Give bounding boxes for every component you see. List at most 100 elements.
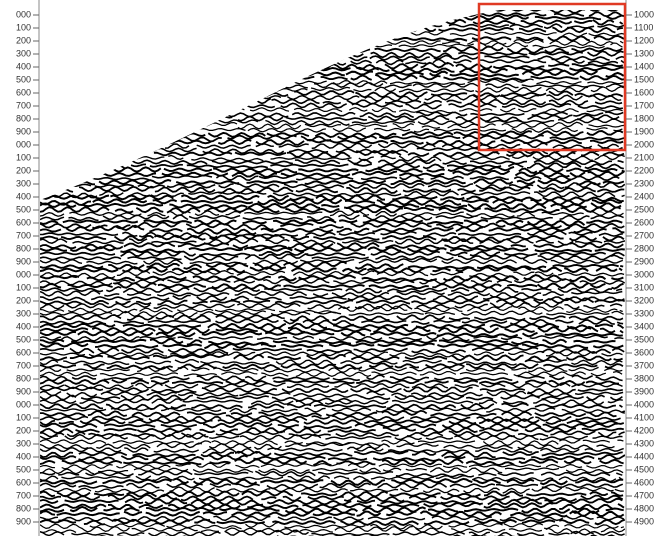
trace-row: [40, 183, 625, 189]
trace-row: [40, 31, 625, 36]
left-tick-label: 300: [16, 48, 31, 58]
right-tick-label: 1600: [634, 87, 654, 97]
trace-row: [40, 516, 624, 521]
right-tick-label: 2700: [634, 230, 654, 240]
trace-row: [40, 511, 624, 516]
left-tick-label: 000: [16, 139, 31, 149]
trace-row: [40, 207, 625, 213]
left-tick-label: 600: [16, 217, 31, 227]
right-tick-label: 4600: [634, 477, 654, 487]
trace-row: [40, 16, 624, 22]
left-tick-label: 600: [16, 87, 31, 97]
left-tick-label: 100: [16, 282, 31, 292]
right-tick-label: 4900: [634, 516, 654, 526]
right-tick-label: 3300: [634, 308, 654, 318]
left-tick-label: 900: [16, 126, 31, 136]
left-tick-label: 700: [16, 230, 31, 240]
left-tick-label: 200: [16, 165, 31, 175]
trace-row: [40, 259, 623, 265]
left-tick-label: 500: [16, 204, 31, 214]
left-tick-label: 800: [16, 373, 31, 383]
trace-row: [40, 331, 623, 337]
left-tick-label: 000: [16, 399, 31, 409]
right-tick-label: 3500: [634, 334, 654, 344]
trace-row: [40, 428, 624, 433]
left-tick-label: 300: [16, 308, 31, 318]
trace-row: [40, 235, 624, 242]
right-tick-label: 4100: [634, 412, 654, 422]
left-tick-label: 400: [16, 451, 31, 461]
left-tick-label: 200: [16, 35, 31, 45]
trace-row: [40, 279, 625, 285]
left-tick-label: 500: [16, 464, 31, 474]
trace-row: [40, 151, 624, 157]
trace-row: [40, 327, 623, 333]
seismic-section: 000 100 200 300 400 500 600 700 800 900 000 100 200 3…: [0, 0, 666, 536]
right-tick-label: 4300: [634, 438, 654, 448]
trace-row: [40, 252, 624, 257]
left-tick-label: 000: [16, 9, 31, 19]
trace-row: [40, 67, 624, 72]
left-tick-label: 100: [16, 412, 31, 422]
right-tick-label: 4700: [634, 490, 654, 500]
left-tick-label: 600: [16, 347, 31, 357]
trace-row: [40, 19, 623, 24]
trace-row: [40, 59, 624, 65]
right-tick-label: 4000: [634, 399, 654, 409]
left-tick-label: 900: [16, 516, 31, 526]
trace-row: [40, 103, 623, 108]
right-tick-label: 4500: [634, 464, 654, 474]
trace-row: [40, 303, 622, 310]
trace-row: [40, 431, 625, 437]
right-tick-label: 3800: [634, 373, 654, 383]
right-tick-label: 2800: [634, 243, 654, 253]
trace-row: [40, 459, 624, 465]
trace-row: [40, 483, 623, 488]
trace-row: [40, 311, 624, 317]
right-tick-label: 1400: [634, 61, 654, 71]
trace-row: [40, 167, 625, 173]
left-tick-label: 100: [16, 152, 31, 162]
right-tick-label: 1800: [634, 113, 654, 123]
trace-row: [40, 46, 623, 53]
right-tick-label: 1500: [634, 74, 654, 84]
trace-row: [40, 203, 625, 209]
left-tick-label: 800: [16, 243, 31, 253]
trace-row: [40, 527, 625, 534]
right-tick-label: 2100: [634, 152, 654, 162]
left-tick-label: 200: [16, 295, 31, 305]
trace-row: [40, 139, 623, 145]
left-tick-label: 200: [16, 425, 31, 435]
trace-row: [40, 39, 623, 45]
right-tick-label: 1000: [634, 9, 654, 19]
seismic-traces: [40, 4, 625, 536]
left-tick-label: 400: [16, 191, 31, 201]
trace-row: [40, 70, 624, 77]
right-tick-label: 3000: [634, 269, 654, 279]
trace-row: [40, 487, 624, 493]
trace-row: [40, 283, 624, 289]
trace-row: [40, 291, 622, 297]
left-tick-label: 700: [16, 360, 31, 370]
right-tick-label: 3600: [634, 347, 654, 357]
trace-row: [40, 108, 623, 113]
right-tick-label: 1700: [634, 100, 654, 110]
right-tick-label: 3100: [634, 282, 654, 292]
trace-row: [40, 262, 623, 269]
trace-row: [40, 119, 624, 125]
right-tick-label: 2900: [634, 256, 654, 266]
right-tick-label: 2000: [634, 139, 654, 149]
trace-row: [40, 315, 623, 321]
trace-row: [40, 27, 623, 33]
trace-row: [40, 380, 624, 386]
right-tick-label: 3700: [634, 360, 654, 370]
right-tick-label: 1900: [634, 126, 654, 136]
left-tick-label: 800: [16, 113, 31, 123]
trace-row: [40, 423, 623, 429]
left-tick-label: 600: [16, 477, 31, 487]
trace-row: [40, 43, 623, 49]
right-tick-label: 4800: [634, 503, 654, 513]
trace-row: [40, 372, 622, 377]
trace-row: [40, 451, 623, 457]
trace-row: [40, 8, 623, 13]
